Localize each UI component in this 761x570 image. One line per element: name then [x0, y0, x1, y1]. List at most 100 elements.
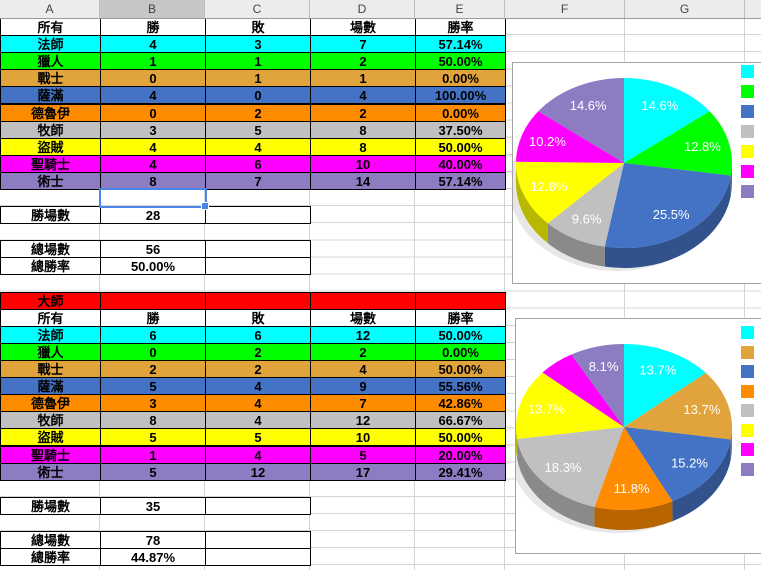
- table-header-cell[interactable]: 場數: [310, 18, 416, 37]
- wins-cell[interactable]: 5: [100, 377, 206, 396]
- class-name-cell[interactable]: 法師: [0, 35, 101, 54]
- losses-cell[interactable]: 7: [205, 171, 311, 190]
- column-header-D[interactable]: D: [310, 0, 415, 18]
- wins-cell[interactable]: 5: [100, 462, 206, 481]
- winrate-cell[interactable]: 42.86%: [415, 394, 506, 413]
- winrate-cell[interactable]: 57.14%: [415, 35, 506, 54]
- class-name-cell[interactable]: 術士: [0, 462, 101, 481]
- summary-empty-cell[interactable]: [205, 206, 311, 225]
- class-name-cell[interactable]: 牧師: [0, 411, 101, 430]
- class-name-cell[interactable]: 術士: [0, 171, 101, 190]
- wins-cell[interactable]: 0: [100, 342, 206, 361]
- table-header-cell[interactable]: 勝率: [415, 308, 506, 327]
- wins-cell[interactable]: 1: [100, 445, 206, 464]
- losses-cell[interactable]: 6: [205, 154, 311, 173]
- winrate-cell[interactable]: 29.41%: [415, 462, 506, 481]
- winrate-cell[interactable]: 100.00%: [415, 86, 506, 105]
- games-cell[interactable]: 4: [310, 86, 416, 105]
- summary-empty-cell[interactable]: [205, 548, 311, 567]
- wins-cell[interactable]: 4: [100, 86, 206, 105]
- class-name-cell[interactable]: 獵人: [0, 52, 101, 71]
- wins-cell[interactable]: 3: [100, 120, 206, 139]
- class-name-cell[interactable]: 德魯伊: [0, 394, 101, 413]
- losses-cell[interactable]: 6: [205, 325, 311, 344]
- winrate-cell[interactable]: 55.56%: [415, 377, 506, 396]
- wins-cell[interactable]: 5: [100, 428, 206, 447]
- losses-cell[interactable]: 2: [205, 360, 311, 379]
- column-header-C[interactable]: C: [205, 0, 310, 18]
- losses-cell[interactable]: 4: [205, 445, 311, 464]
- summary-value-cell[interactable]: 56: [100, 240, 206, 259]
- winrate-cell[interactable]: 50.00%: [415, 325, 506, 344]
- summary-empty-cell[interactable]: [205, 496, 311, 515]
- summary-empty-cell[interactable]: [205, 240, 311, 259]
- games-cell[interactable]: 9: [310, 377, 416, 396]
- column-header-G[interactable]: G: [625, 0, 745, 18]
- losses-cell[interactable]: 12: [205, 462, 311, 481]
- table-header-cell[interactable]: 敗: [205, 308, 311, 327]
- games-cell[interactable]: 2: [310, 52, 416, 71]
- games-cell[interactable]: 2: [310, 103, 416, 122]
- wins-cell[interactable]: 1: [100, 52, 206, 71]
- summary-value-cell[interactable]: 35: [100, 496, 206, 515]
- winrate-cell[interactable]: 50.00%: [415, 52, 506, 71]
- games-cell[interactable]: 12: [310, 325, 416, 344]
- games-cell[interactable]: 5: [310, 445, 416, 464]
- winrate-cell[interactable]: 20.00%: [415, 445, 506, 464]
- summary-label-cell[interactable]: 總勝率: [0, 257, 101, 276]
- wins-cell[interactable]: 8: [100, 411, 206, 430]
- winrate-cell[interactable]: 0.00%: [415, 103, 506, 122]
- games-cell[interactable]: 7: [310, 394, 416, 413]
- summary-value-cell[interactable]: 50.00%: [100, 257, 206, 276]
- summary-label-cell[interactable]: 勝場數: [0, 206, 101, 225]
- class-name-cell[interactable]: 戰士: [0, 69, 101, 88]
- losses-cell[interactable]: 2: [205, 342, 311, 361]
- winrate-cell[interactable]: 37.50%: [415, 120, 506, 139]
- selected-cell-outline[interactable]: [99, 188, 209, 211]
- column-header-E[interactable]: E: [415, 0, 505, 18]
- fill-handle[interactable]: [201, 202, 209, 211]
- losses-cell[interactable]: 1: [205, 52, 311, 71]
- table-header-cell[interactable]: 勝: [100, 308, 206, 327]
- losses-cell[interactable]: 4: [205, 137, 311, 156]
- losses-cell[interactable]: 2: [205, 103, 311, 122]
- losses-cell[interactable]: 0: [205, 86, 311, 105]
- pie-chart-1[interactable]: 14.6% 12.8% 25.5% 9.6% 12.8% 10.2% 14.6%: [509, 62, 761, 284]
- class-name-cell[interactable]: 聖騎士: [0, 445, 101, 464]
- losses-cell[interactable]: 5: [205, 428, 311, 447]
- summary-empty-cell[interactable]: [205, 257, 311, 276]
- column-header-F[interactable]: F: [505, 0, 625, 18]
- wins-cell[interactable]: 4: [100, 137, 206, 156]
- winrate-cell[interactable]: 0.00%: [415, 69, 506, 88]
- winrate-cell[interactable]: 66.67%: [415, 411, 506, 430]
- winrate-cell[interactable]: 50.00%: [415, 360, 506, 379]
- section-banner-cell[interactable]: [100, 291, 206, 310]
- class-name-cell[interactable]: 盜賊: [0, 137, 101, 156]
- summary-label-cell[interactable]: 總勝率: [0, 548, 101, 567]
- table-header-cell[interactable]: 敗: [205, 18, 311, 37]
- summary-label-cell[interactable]: 總場數: [0, 240, 101, 259]
- summary-value-cell[interactable]: 28: [100, 206, 206, 225]
- class-name-cell[interactable]: 戰士: [0, 360, 101, 379]
- table-header-cell[interactable]: 場數: [310, 308, 416, 327]
- class-name-cell[interactable]: 薩滿: [0, 86, 101, 105]
- games-cell[interactable]: 10: [310, 428, 416, 447]
- class-name-cell[interactable]: 牧師: [0, 120, 101, 139]
- class-name-cell[interactable]: 法師: [0, 325, 101, 344]
- table-header-cell[interactable]: 所有: [0, 18, 101, 37]
- column-header-B[interactable]: B: [100, 0, 205, 18]
- games-cell[interactable]: 2: [310, 342, 416, 361]
- summary-label-cell[interactable]: 總場數: [0, 531, 101, 550]
- pie-chart-2[interactable]: 13.7% 13.7% 15.2% 11.8% 18.3% 13.7% 8.1%: [509, 318, 761, 554]
- winrate-cell[interactable]: 40.00%: [415, 154, 506, 173]
- wins-cell[interactable]: 0: [100, 69, 206, 88]
- section-banner-cell[interactable]: [415, 291, 506, 310]
- table-header-cell[interactable]: 勝率: [415, 18, 506, 37]
- section-title-cell[interactable]: 大師: [0, 291, 101, 310]
- wins-cell[interactable]: 4: [100, 35, 206, 54]
- wins-cell[interactable]: 6: [100, 325, 206, 344]
- winrate-cell[interactable]: 0.00%: [415, 342, 506, 361]
- games-cell[interactable]: 8: [310, 137, 416, 156]
- wins-cell[interactable]: 0: [100, 103, 206, 122]
- losses-cell[interactable]: 4: [205, 394, 311, 413]
